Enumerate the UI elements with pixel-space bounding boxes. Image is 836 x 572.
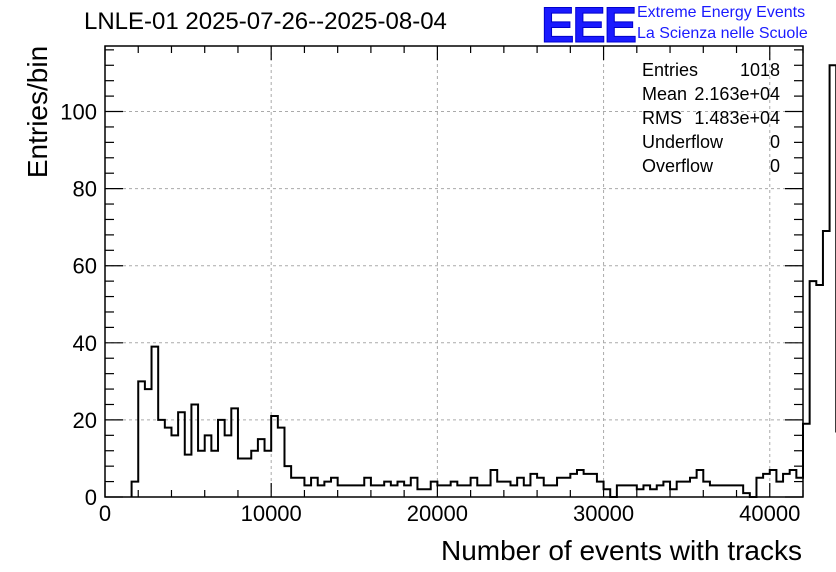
chart-title: LNLE-01 2025-07-26--2025-08-04 bbox=[84, 8, 447, 35]
stat-row-overflow: Overflow 0 bbox=[642, 154, 780, 178]
plot-frame bbox=[104, 45, 804, 498]
logo-line-2: La Scienza nelle Scuole bbox=[637, 25, 808, 42]
y-tick-label: 80 bbox=[73, 177, 97, 202]
stat-value: 0 bbox=[769, 132, 780, 152]
histogram-series bbox=[130, 64, 836, 498]
eee-logo-text: Extreme Energy Events La Scienza nelle S… bbox=[637, 2, 808, 44]
y-axis-label: Entries/bin bbox=[22, 45, 53, 179]
stat-value: 2.163e+04 bbox=[694, 84, 780, 104]
stat-value: 0 bbox=[769, 156, 780, 176]
x-tick-label: 30000 bbox=[573, 501, 634, 526]
x-tick-label: 20000 bbox=[407, 501, 468, 526]
stat-value: 1.483e+04 bbox=[694, 108, 780, 128]
stat-row-entries: Entries 1018 bbox=[642, 58, 780, 82]
stats-box: Entries 1018 Mean 2.163e+04 RMS 1.483e+04 U… bbox=[642, 58, 780, 178]
stat-label: Mean bbox=[642, 84, 688, 104]
stat-value: 1018 bbox=[739, 60, 780, 80]
axes: 0 10000 20000 30000 40000 0 20 40 60 80 100 bbox=[60, 45, 804, 526]
stat-row-rms: RMS 1.483e+04 bbox=[642, 106, 780, 130]
stat-label: RMS bbox=[642, 108, 682, 128]
x-tick-label: 0 bbox=[99, 501, 111, 526]
y-tick-label: 0 bbox=[85, 485, 97, 510]
eee-logo-mark: EEE bbox=[540, 0, 637, 54]
y-tick-label: 40 bbox=[73, 331, 97, 356]
stat-label: Entries bbox=[642, 60, 699, 80]
y-tick-label: 100 bbox=[60, 100, 97, 125]
y-tick-label: 20 bbox=[73, 408, 97, 433]
y-tick-label: 60 bbox=[73, 254, 97, 279]
stat-row-underflow: Underflow 0 bbox=[642, 130, 780, 154]
stat-row-mean: Mean 2.163e+04 bbox=[642, 82, 780, 106]
stat-label: Underflow bbox=[642, 132, 724, 152]
x-tick-label: 40000 bbox=[739, 501, 800, 526]
logo-line-1: Extreme Energy Events bbox=[637, 4, 806, 21]
x-axis-label: Number of events with tracks bbox=[440, 535, 802, 566]
stat-label: Overflow bbox=[642, 156, 714, 176]
histogram-line bbox=[130, 64, 836, 498]
x-tick-label: 10000 bbox=[241, 501, 302, 526]
